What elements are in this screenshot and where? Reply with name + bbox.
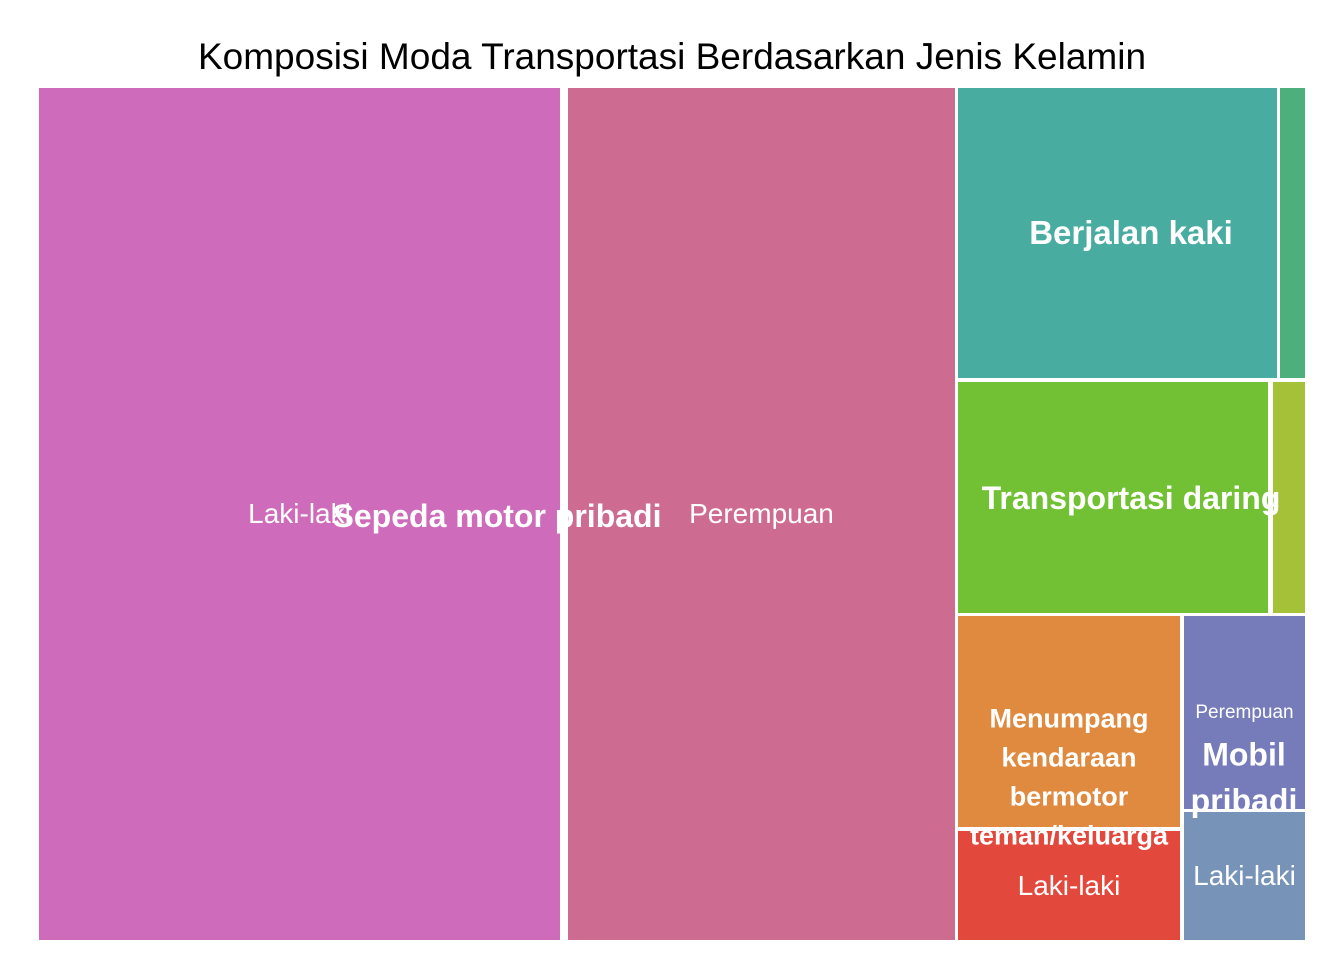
- group-label-line: pribadi: [1190, 783, 1298, 819]
- tile-transportasi-daring-besar: [958, 382, 1268, 613]
- group-label-line: kendaraan: [1001, 742, 1137, 773]
- group-label-sepeda-motor-pribadi: Sepeda motor pribadi: [333, 493, 662, 539]
- tile-berjalan-kaki-kecil: [1280, 88, 1305, 378]
- tile-label-mobil-pribadi-laki-laki: Laki-laki: [1193, 860, 1296, 891]
- tile-sepeda-motor-pribadi-perempuan: Perempuan: [568, 88, 955, 940]
- tile-berjalan-kaki-besar: [958, 88, 1277, 378]
- group-label-line: Menumpang: [989, 703, 1149, 734]
- group-label-menumpang-kendaraan-bermotor-teman-keluarga: Menumpang kendaraan bermotor teman/keluarga: [970, 700, 1168, 857]
- tile-label-sepeda-motor-pribadi-perempuan: Perempuan: [689, 498, 834, 529]
- group-label-line: Transportasi daring: [981, 479, 1281, 516]
- group-label-line: Berjalan kaki: [1029, 214, 1233, 252]
- tile-transportasi-daring-kecil: [1273, 382, 1305, 613]
- treemap-canvas: Laki-laki Perempuan Laki-laki Perempuan Laki…: [39, 88, 1305, 940]
- tile-menumpang-kendaraan-laki-laki: Laki-laki: [958, 831, 1180, 940]
- group-label-line: Mobil: [1202, 736, 1286, 773]
- tile-sepeda-motor-pribadi-laki-laki: Laki-laki: [39, 88, 560, 940]
- group-label-line: bermotor: [1009, 782, 1129, 812]
- tile-label-sepeda-motor-pribadi-laki-laki: Laki-laki: [248, 498, 351, 529]
- group-label-transportasi-daring: Transportasi daring: [982, 475, 1281, 521]
- group-label-berjalan-kaki: Berjalan kaki: [1029, 209, 1233, 257]
- group-label-mobil-pribadi: Mobil pribadi: [1191, 732, 1298, 825]
- group-label-line: Sepeda motor pribadi: [332, 497, 662, 534]
- tile-mobil-pribadi-laki-laki: Laki-laki: [1184, 812, 1305, 940]
- chart-title: Komposisi Moda Transportasi Berdasarkan …: [197, 36, 1147, 77]
- tile-mobil-pribadi-perempuan: Perempuan: [1184, 616, 1305, 809]
- tile-menumpang-kendaraan-atas: [958, 616, 1180, 827]
- tile-label-menumpang-kendaraan-laki-laki: Laki-laki: [1017, 869, 1121, 901]
- tile-label-mobil-pribadi-perempuan: Perempuan: [1195, 701, 1294, 723]
- group-label-line: teman/keluarga: [969, 821, 1169, 852]
